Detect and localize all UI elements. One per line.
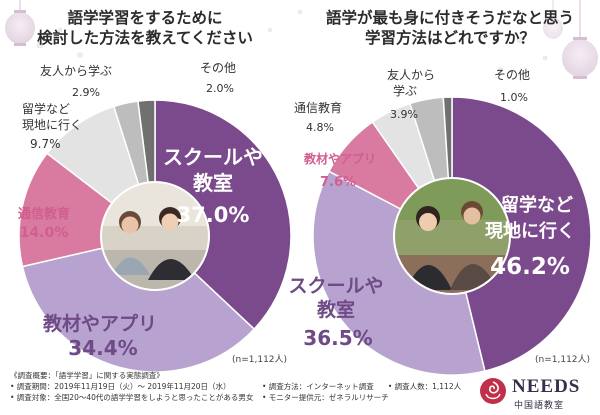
- left-corres-pct: 14.0%: [20, 225, 69, 241]
- left-label-friend: 友人から学ぶ 2.9%: [40, 63, 112, 99]
- right-title-line1: 語学が最も身に付きそうだなと思う: [325, 9, 574, 27]
- left-app-l1: 教材やアプリ: [43, 312, 157, 335]
- lantern-mid-icon: [543, 0, 563, 39]
- right-friend-l1: 友人から: [387, 68, 435, 82]
- survey-overview: 《調査概要：「語学学習」に関する実態調査》 • 調査期間：2019年11月19日…: [10, 370, 253, 403]
- right-sample-size-note: (n=1,112人): [535, 355, 591, 365]
- right-pie-chart: [312, 96, 592, 376]
- lantern-left-icon: [5, 0, 35, 46]
- left-abroad-l1: 留学など: [22, 101, 70, 116]
- left-app-pct: 34.4%: [68, 336, 137, 360]
- left-chart-title: 語学学習をするために 検討した方法を教えてください: [10, 8, 280, 48]
- left-label-abroad: 留学など 現地に行く 9.7%: [22, 101, 82, 151]
- survey-method: • 調査方法：インターネット調査: [262, 382, 374, 391]
- left-abroad-pct: 9.7%: [30, 137, 61, 151]
- left-label-app: 教材やアプリ 34.4%: [43, 312, 157, 360]
- left-other-pct: 2.0%: [206, 82, 234, 95]
- right-label-other: その他 1.0%: [494, 68, 530, 104]
- left-school-l1: スクールや: [163, 145, 263, 169]
- right-corres-l1: 通信教育: [294, 100, 342, 115]
- right-abroad-l2: 現地に行く: [485, 220, 575, 242]
- right-corres-pct: 4.8%: [306, 121, 334, 134]
- survey-provider: • モニター提供元：ゼネラルリサーチ: [262, 393, 389, 402]
- right-abroad-l1: 留学など: [501, 194, 573, 216]
- right-school-l1: スクールや: [288, 275, 383, 297]
- left-label-school: スクールや 教室 37.0%: [163, 145, 263, 227]
- logo-subtitle: 中国語教室: [514, 401, 565, 411]
- right-app-l1: 教材やアプリ: [303, 151, 376, 166]
- right-friend-pct: 3.9%: [390, 108, 418, 121]
- right-school-l2: 教室: [317, 298, 355, 321]
- left-friend-pct: 2.9%: [72, 86, 100, 99]
- survey-overview-title: 《調査概要：「語学学習」に関する実態調査》: [10, 371, 164, 380]
- right-title-line2: 学習方法はどれですか？: [364, 29, 536, 47]
- survey-target: • 調査対象：全国20～40代の語学学習をしようと思ったことがある男女: [10, 393, 254, 402]
- left-title-line1: 語学学習をするために: [67, 9, 223, 27]
- right-app-pct: 7.6%: [320, 175, 356, 190]
- right-label-school: スクールや 教室 36.5%: [288, 275, 383, 350]
- survey-count: • 調査人数：1,112人: [387, 382, 462, 391]
- left-school-l2: 教室: [193, 171, 233, 195]
- left-friend-l1: 友人から学ぶ: [40, 63, 112, 78]
- logo-name: NEEDS: [512, 376, 581, 397]
- needs-logo: NEEDS 中国語教室: [478, 374, 596, 412]
- right-other-pct: 1.0%: [500, 91, 528, 104]
- left-abroad-l2: 現地に行く: [22, 118, 82, 132]
- right-label-abroad: 留学など 現地に行く 46.2%: [485, 194, 575, 280]
- left-label-other: その他 2.0%: [200, 61, 236, 95]
- left-pie-chart: [18, 99, 292, 373]
- right-other-l1: その他: [494, 68, 530, 82]
- right-friend-l2: 学ぶ: [393, 83, 417, 98]
- right-label-friend: 友人から 学ぶ 3.9%: [387, 68, 435, 121]
- survey-method-block: • 調査方法：インターネット調査 • 調査人数：1,112人 • モニター提供元：…: [262, 381, 475, 403]
- left-corres-l1: 通信教育: [18, 206, 70, 222]
- left-school-pct: 37.0%: [177, 203, 250, 227]
- left-label-corres: 通信教育 14.0%: [18, 206, 70, 241]
- right-center-photo: [394, 178, 510, 294]
- left-title-line2: 検討した方法を教えてください: [37, 29, 253, 47]
- left-sample-size-note: (n=1,112人): [232, 355, 288, 365]
- right-chart-title: 語学が最も身に付きそうだなと思う 学習方法はどれですか？: [305, 8, 595, 48]
- right-school-pct: 36.5%: [303, 326, 372, 350]
- rose-icon: [480, 378, 506, 404]
- survey-period: • 調査期間：2019年11月19日（火）～ 2019年11月20日（水）: [10, 382, 231, 391]
- right-label-corres: 通信教育 4.8%: [294, 100, 342, 134]
- right-abroad-pct: 46.2%: [490, 254, 570, 280]
- lantern-right-icon: [562, 0, 598, 79]
- right-label-app: 教材やアプリ 7.6%: [303, 151, 376, 190]
- left-other-l1: その他: [200, 61, 236, 75]
